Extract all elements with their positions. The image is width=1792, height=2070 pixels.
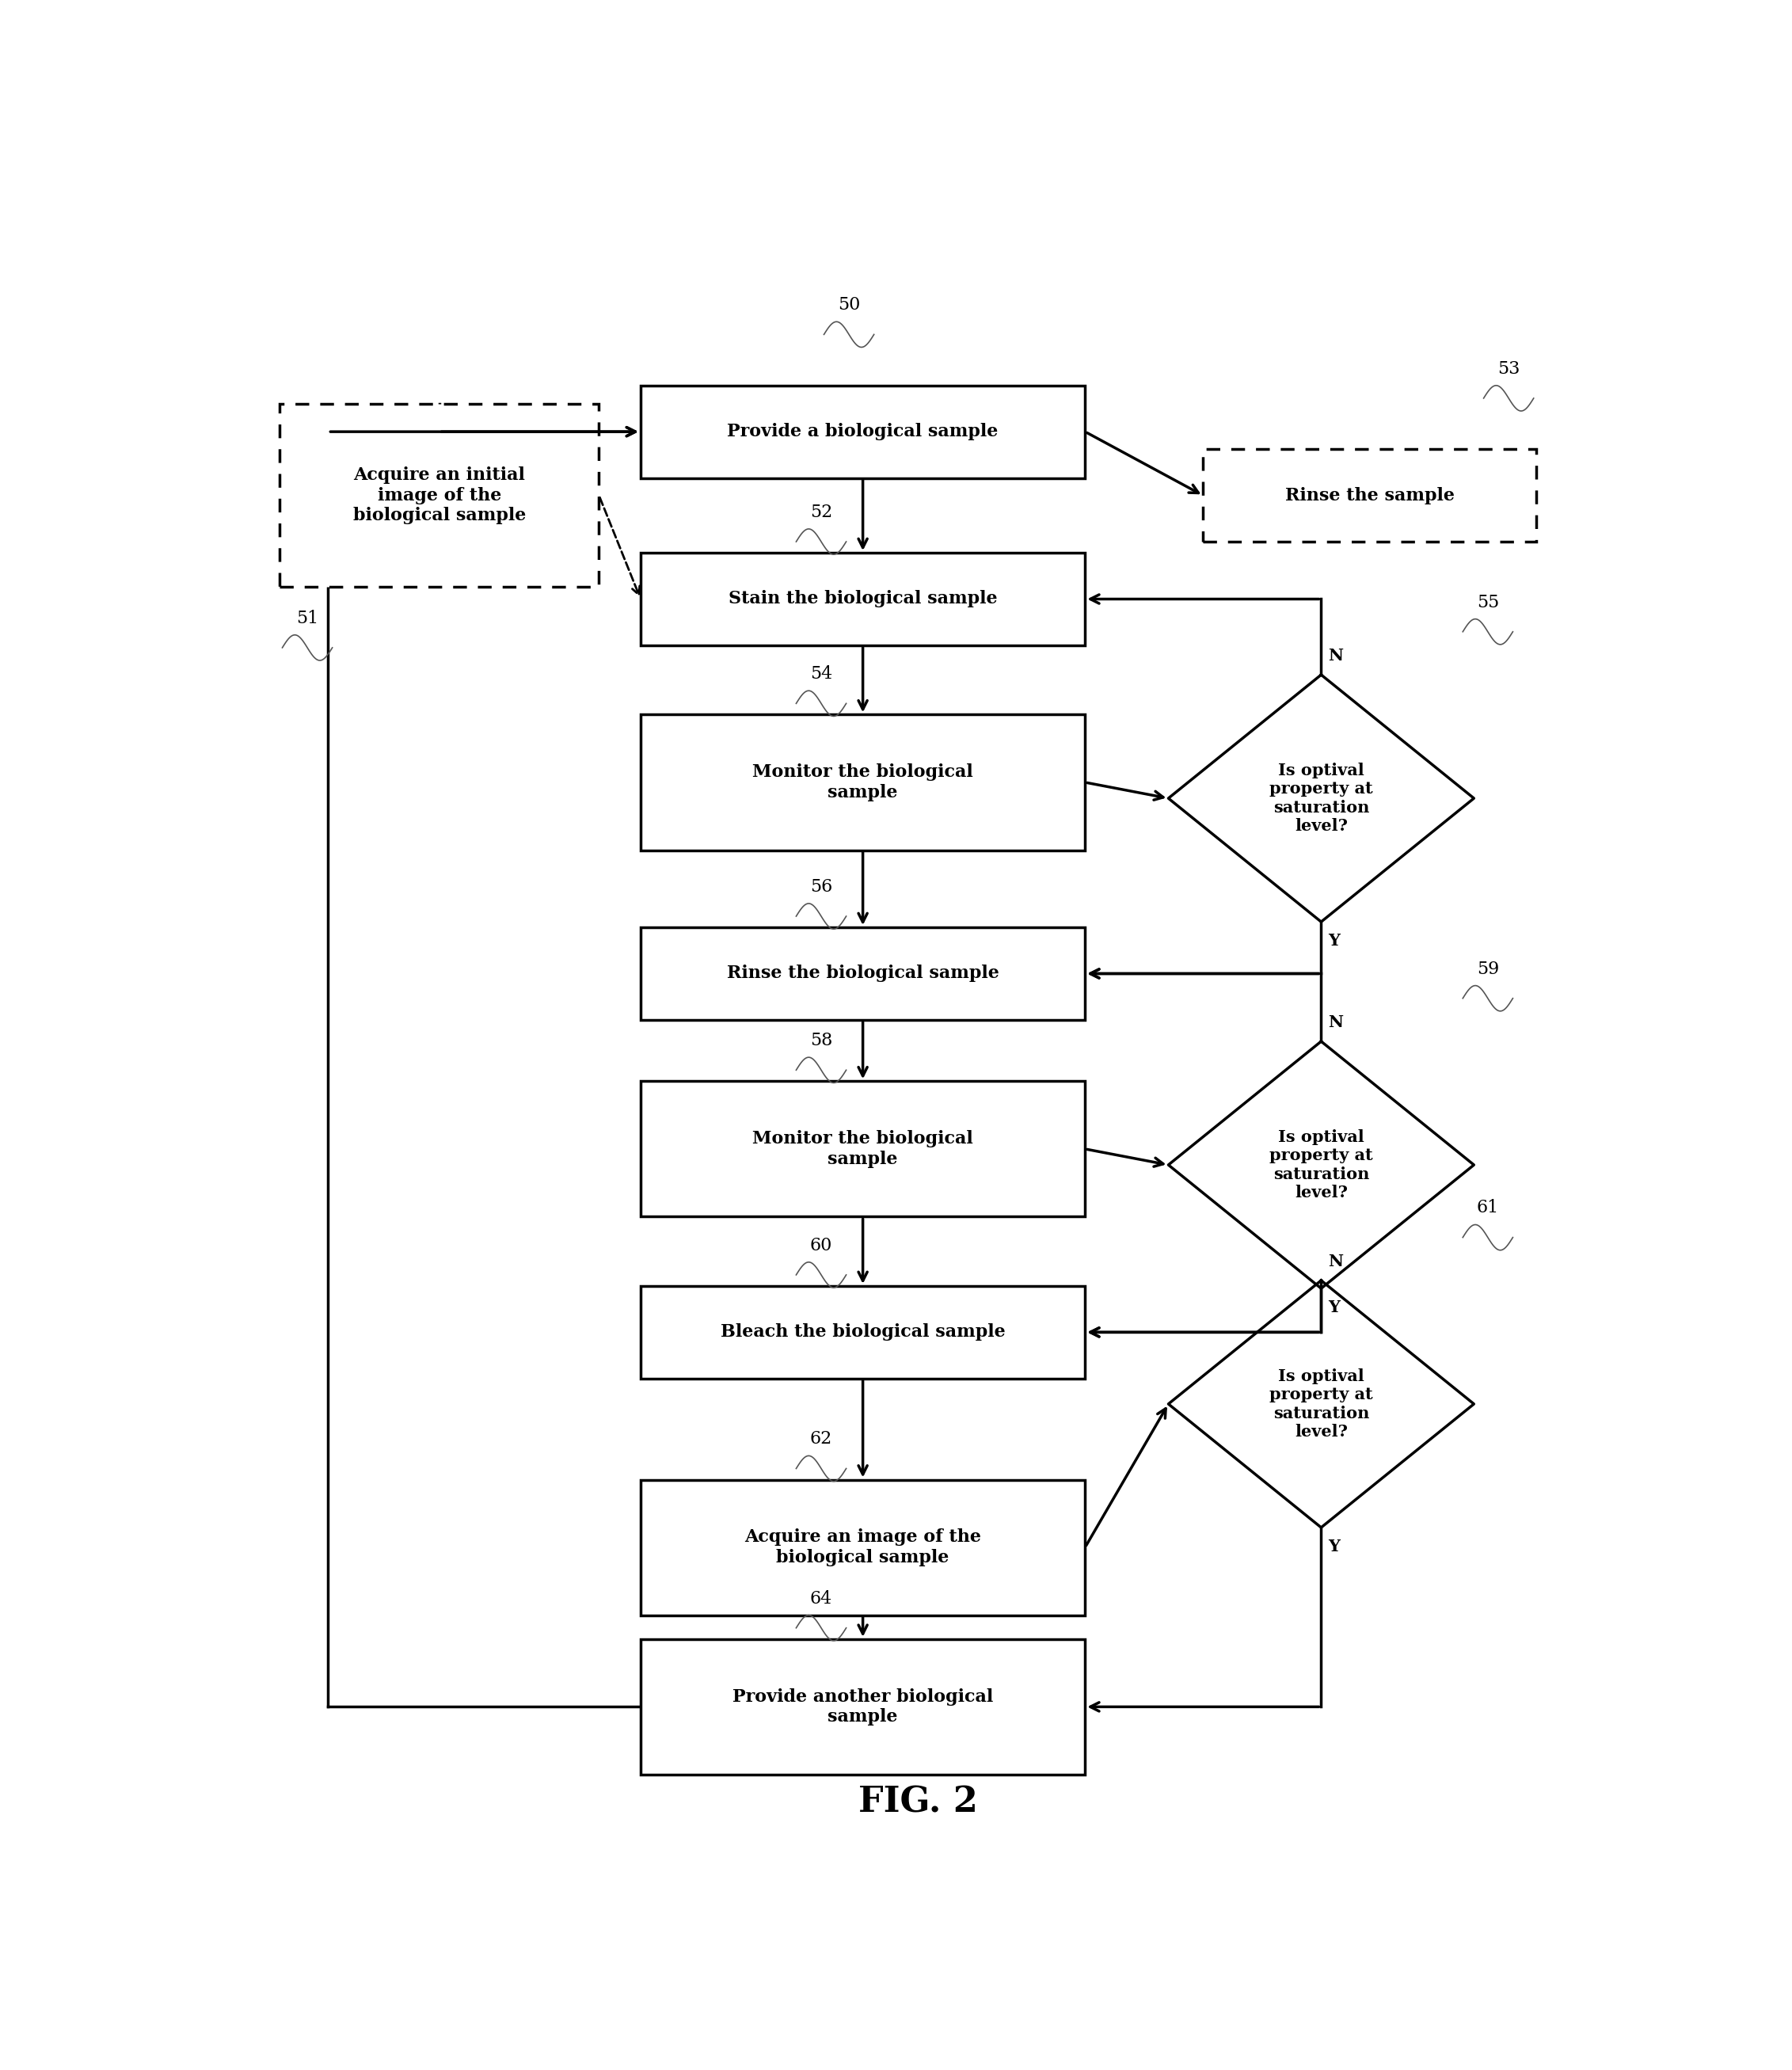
Text: Y: Y [1328, 1538, 1340, 1555]
Text: 62: 62 [810, 1430, 831, 1447]
Text: Is optival
property at
saturation
level?: Is optival property at saturation level? [1269, 1368, 1373, 1439]
Text: Provide a biological sample: Provide a biological sample [728, 422, 998, 441]
Text: 55: 55 [1477, 594, 1498, 611]
Bar [642, 385, 1086, 478]
Text: 59: 59 [1477, 960, 1498, 977]
Text: Stain the biological sample: Stain the biological sample [728, 590, 998, 609]
Text: Rinse the biological sample: Rinse the biological sample [728, 965, 998, 983]
Text: FIG. 2: FIG. 2 [858, 1786, 978, 1820]
Text: Monitor the biological
sample: Monitor the biological sample [753, 1130, 973, 1167]
Text: 58: 58 [810, 1033, 833, 1049]
Bar [642, 1081, 1086, 1217]
Text: Y: Y [1328, 1300, 1340, 1314]
Text: 54: 54 [810, 664, 831, 683]
Polygon shape [1168, 1041, 1475, 1288]
Text: 52: 52 [810, 503, 831, 522]
Text: N: N [1328, 1014, 1344, 1031]
Bar [280, 404, 599, 588]
Text: Bleach the biological sample: Bleach the biological sample [720, 1323, 1005, 1341]
Text: 53: 53 [1498, 360, 1520, 377]
Text: Acquire an image of the
biological sample: Acquire an image of the biological sampl… [744, 1528, 982, 1567]
Bar [642, 1285, 1086, 1379]
Text: 64: 64 [810, 1590, 831, 1606]
Text: 61: 61 [1477, 1199, 1498, 1217]
Polygon shape [1168, 675, 1475, 921]
Bar [642, 714, 1086, 851]
Text: Acquire an initial
image of the
biological sample: Acquire an initial image of the biologic… [353, 466, 525, 524]
Text: N: N [1328, 648, 1344, 664]
Text: 60: 60 [810, 1236, 833, 1254]
Text: Is optival
property at
saturation
level?: Is optival property at saturation level? [1269, 764, 1373, 834]
Text: 51: 51 [296, 609, 319, 627]
Bar [642, 553, 1086, 646]
Text: N: N [1328, 1254, 1344, 1269]
Bar [1202, 449, 1536, 542]
Text: Monitor the biological
sample: Monitor the biological sample [753, 764, 973, 801]
Polygon shape [1168, 1281, 1475, 1528]
Bar [642, 1639, 1086, 1774]
Text: Is optival
property at
saturation
level?: Is optival property at saturation level? [1269, 1130, 1373, 1201]
Bar [642, 927, 1086, 1021]
Bar [642, 1480, 1086, 1615]
Text: Rinse the sample: Rinse the sample [1285, 486, 1455, 505]
Text: 56: 56 [810, 878, 831, 896]
Text: 50: 50 [837, 296, 860, 315]
Text: Provide another biological
sample: Provide another biological sample [733, 1687, 993, 1726]
Text: Y: Y [1328, 934, 1340, 948]
